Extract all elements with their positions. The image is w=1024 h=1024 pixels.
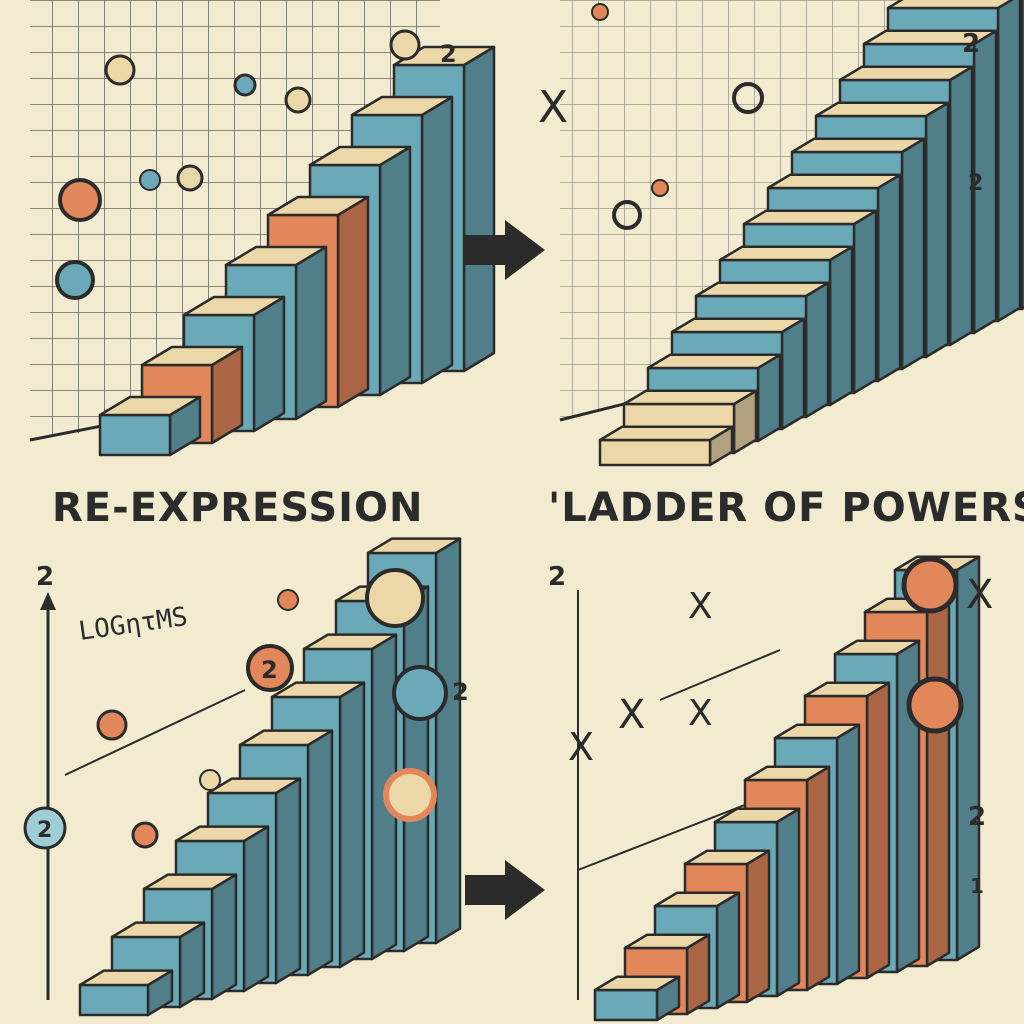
x-mark: X — [966, 572, 993, 618]
arrow-right-icon — [465, 860, 545, 920]
ring-icon — [284, 86, 312, 114]
ring-icon — [651, 179, 669, 197]
ring-icon — [176, 164, 204, 192]
stair-bar — [98, 395, 202, 457]
ring-icon — [139, 169, 161, 191]
ring-icon — [58, 178, 102, 222]
badge-icon — [23, 806, 67, 850]
formula-text: LOGητMS — [77, 602, 190, 647]
stair-bar — [598, 425, 734, 467]
x-mark: X — [538, 82, 568, 133]
ring-icon — [131, 821, 159, 849]
stair-bar — [593, 975, 681, 1022]
side-label: 2 — [962, 29, 980, 59]
ring-icon — [96, 709, 128, 741]
badge-label: 2 — [261, 656, 278, 684]
side-label: 2 — [452, 678, 469, 706]
arrow-right-icon — [465, 220, 545, 280]
badge-icon — [901, 556, 959, 614]
staircase-bars — [593, 555, 981, 1022]
badge-icon — [383, 768, 437, 822]
side-label: 2 — [968, 802, 986, 832]
stair-bar — [78, 969, 174, 1017]
x-mark: X — [618, 692, 645, 738]
badge-icon — [365, 568, 425, 628]
panel-bottom-left: 2 LOGητMS 2 2 2 — [23, 537, 469, 1017]
ring-icon — [277, 589, 299, 611]
panel-top-right: X 2 2 — [538, 0, 1024, 467]
axis-label: 2 — [36, 562, 54, 592]
x-mark: X — [688, 586, 713, 627]
side-label: 1 — [970, 874, 984, 898]
badge-icon — [906, 676, 964, 734]
ring-icon — [732, 82, 764, 114]
ring-icon — [104, 54, 136, 86]
ring-icon — [389, 29, 421, 61]
x-mark: X — [688, 693, 713, 734]
caption-ladder-of-powers: 'LADDER OF POWERS — [548, 485, 1024, 531]
badge-label: 2 — [37, 818, 52, 843]
staircase-bars — [598, 0, 1024, 467]
axis-label: 2 — [548, 562, 566, 592]
x-mark: X — [568, 725, 594, 769]
ring-icon — [55, 260, 95, 300]
panel-top-left: 2 — [29, 0, 496, 457]
side-label: 2 — [440, 40, 457, 68]
ring-icon — [199, 769, 221, 791]
ring-icon — [591, 3, 609, 21]
badge-icon — [246, 644, 294, 692]
staircase-bars — [98, 45, 496, 457]
panel-bottom-right: 2 X X X X X 2 1 — [548, 555, 993, 1022]
ring-icon — [233, 73, 257, 97]
badge-icon — [392, 665, 448, 721]
ring-icon — [612, 200, 642, 230]
caption-re-expression: RE-EXPRESSION — [52, 485, 424, 531]
side-label: 2 — [968, 171, 983, 196]
